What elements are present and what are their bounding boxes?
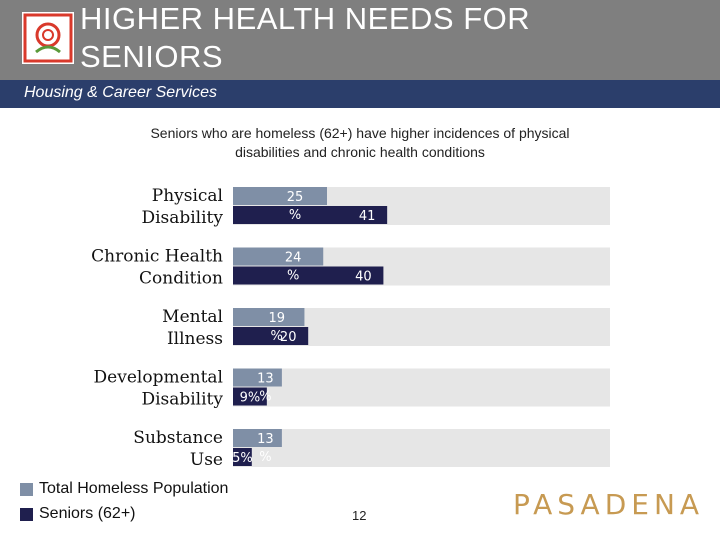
- category-label: Developmental Disability: [94, 368, 224, 410]
- legend-item-seniors: Seniors (62+): [20, 505, 136, 523]
- data-label-seniors: 20: [280, 330, 297, 345]
- legend-label-total: Total Homeless Population: [39, 480, 229, 497]
- legend-item-total: Total Homeless Population: [20, 480, 228, 498]
- data-label-total: 19%: [268, 311, 285, 344]
- category-label: Mental Illness: [162, 307, 223, 349]
- chart-caption: Seniors who are homeless (62+) have high…: [150, 125, 570, 160]
- bar-track: [233, 368, 610, 407]
- bar-track: [233, 429, 610, 467]
- brand-logo: PASADENA: [513, 488, 705, 521]
- data-label-seniors: 41: [359, 209, 376, 224]
- subtitle: Housing & Career Services: [24, 84, 217, 101]
- bar-total: [233, 429, 282, 447]
- bar-seniors: [233, 206, 388, 224]
- data-label-total: 24%: [285, 251, 302, 284]
- logo: [22, 12, 74, 64]
- bar-total: [233, 308, 305, 326]
- category-label: Chronic Health Condition: [91, 247, 223, 289]
- category-label: Substance Use: [133, 428, 223, 470]
- data-label-total: 25%: [287, 190, 304, 223]
- legend-swatch-total: [20, 482, 33, 496]
- bar-seniors: [233, 327, 309, 345]
- bar-seniors: [233, 387, 267, 406]
- subtitle-bar: [0, 80, 720, 108]
- data-label-seniors: 5%: [232, 451, 253, 466]
- page-title: HIGHER HEALTH NEEDS FOR SENIORS: [80, 1, 531, 74]
- bar-total: [233, 247, 324, 266]
- data-label-seniors: 40: [355, 270, 372, 285]
- bar-total: [233, 368, 282, 387]
- legend-swatch-seniors: [20, 507, 33, 521]
- bar-seniors: [233, 266, 384, 285]
- bar-seniors: [233, 448, 252, 466]
- bar-total: [233, 187, 327, 205]
- page-number: 12: [352, 508, 367, 523]
- category-label: Physical Disability: [141, 186, 223, 228]
- data-label-total: 13%: [257, 372, 274, 405]
- data-label-total: 13%: [257, 432, 274, 465]
- data-label-seniors: 9%: [240, 391, 261, 406]
- legend-label-seniors: Seniors (62+): [39, 505, 136, 522]
- header-bar: [0, 0, 720, 80]
